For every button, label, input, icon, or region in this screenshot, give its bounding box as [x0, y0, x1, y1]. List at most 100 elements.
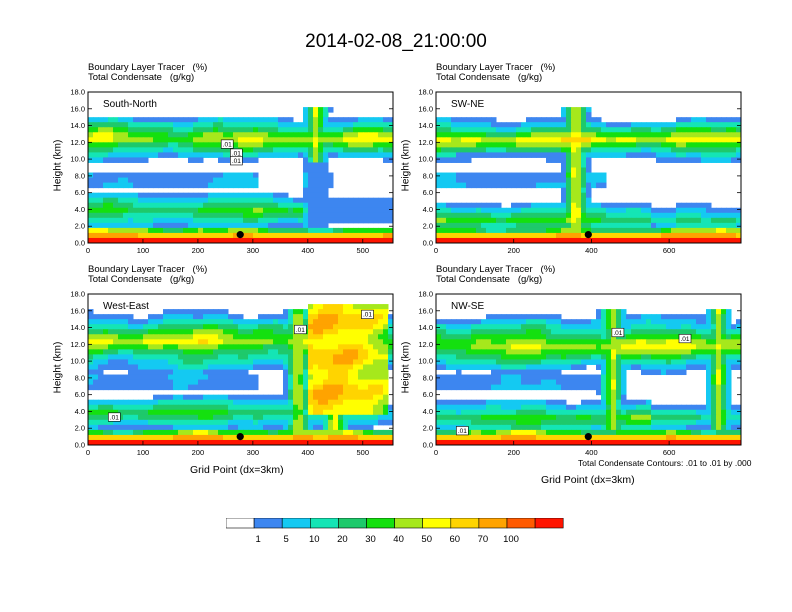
field-cell: [378, 394, 384, 401]
field-cell: [501, 152, 507, 158]
field-cell: [143, 344, 149, 350]
field-cell: [168, 147, 174, 153]
field-cell: [93, 429, 99, 436]
field-cell: [183, 127, 189, 133]
field-cell: [661, 147, 667, 153]
field-cell: [178, 354, 184, 360]
field-cell: [228, 414, 234, 421]
field-cell: [343, 369, 349, 376]
field-cell: [118, 404, 124, 411]
field-cell: [333, 319, 339, 325]
field-cell: [233, 137, 239, 143]
field-cell: [268, 409, 274, 416]
field-cell: [98, 237, 104, 244]
field-cell: [303, 152, 309, 158]
field-cell: [471, 182, 477, 189]
field-cell: [611, 227, 617, 234]
field-cell: [138, 222, 144, 229]
field-cell: [686, 152, 692, 158]
field-cell: [203, 232, 209, 239]
field-cell: [661, 227, 667, 234]
field-cell: [298, 424, 304, 431]
field-cell: [288, 207, 294, 214]
field-cell: [353, 314, 359, 320]
field-cell: [223, 429, 229, 436]
field-cell: [248, 237, 254, 244]
field-cell: [123, 404, 129, 411]
field-cell: [168, 324, 174, 330]
field-cell: [546, 319, 552, 325]
field-cell: [263, 399, 269, 406]
field-cell: [451, 334, 457, 340]
field-cell: [566, 182, 572, 189]
field-cell: [373, 379, 379, 386]
field-cell: [113, 202, 119, 209]
field-cell: [531, 349, 537, 355]
field-cell: [338, 419, 344, 426]
field-cell: [506, 232, 512, 239]
contour-label-box: [108, 412, 121, 422]
field-cell: [731, 354, 737, 360]
field-cell: [283, 384, 289, 391]
field-cell: [526, 147, 532, 153]
field-cell: [138, 329, 144, 335]
field-cell: [98, 339, 104, 345]
field-cell: [278, 237, 284, 244]
field-cell: [268, 202, 274, 209]
field-cell: [501, 354, 507, 360]
panel-2-title-line-2: Total Condensate (g/kg): [436, 72, 543, 83]
field-cell: [143, 157, 149, 163]
field-cell: [378, 117, 384, 123]
field-cell: [511, 359, 517, 365]
field-cell: [561, 187, 567, 194]
field-cell: [616, 319, 622, 325]
field-cell: [233, 399, 239, 406]
y-tick-label: 6.0: [75, 188, 85, 197]
field-cell: [446, 157, 452, 163]
field-cell: [263, 334, 269, 340]
field-cell: [446, 177, 452, 184]
field-cell: [303, 192, 309, 199]
field-cell: [516, 227, 522, 234]
field-cell: [621, 344, 627, 350]
field-cell: [621, 127, 627, 133]
field-cell: [268, 364, 274, 370]
field-cell: [208, 202, 214, 209]
field-cell: [636, 222, 642, 229]
y-tick-label: 0.0: [75, 441, 85, 450]
field-cell: [576, 329, 582, 335]
field-cell: [158, 142, 164, 148]
field-cell: [313, 414, 319, 421]
field-cell: [178, 339, 184, 345]
field-cell: [183, 192, 189, 199]
field-cell: [363, 202, 369, 209]
field-cell: [566, 384, 572, 391]
field-cell: [721, 319, 727, 325]
field-cell: [721, 384, 727, 391]
field-cell: [168, 222, 174, 229]
y-tick-label: 12.0: [70, 340, 85, 349]
field-cell: [481, 344, 487, 350]
field-cell: [93, 419, 99, 426]
field-cell: [646, 319, 652, 325]
field-cell: [681, 132, 687, 138]
field-cell: [238, 324, 244, 330]
field-cell: [93, 192, 99, 199]
field-cell: [253, 424, 259, 431]
field-cell: [243, 319, 249, 325]
field-cell: [456, 329, 462, 335]
field-cell: [441, 152, 447, 158]
field-cell: [183, 384, 189, 391]
field-cell: [108, 434, 114, 441]
field-cell: [388, 152, 394, 158]
field-cell: [258, 192, 264, 199]
field-cell: [631, 364, 637, 370]
field-cell: [168, 439, 174, 446]
field-cell: [278, 227, 284, 234]
field-cell: [716, 127, 722, 133]
field-cell: [383, 399, 389, 406]
field-cell: [348, 132, 354, 138]
field-cell: [243, 177, 249, 184]
field-cell: [298, 212, 304, 219]
field-cell: [213, 122, 219, 128]
